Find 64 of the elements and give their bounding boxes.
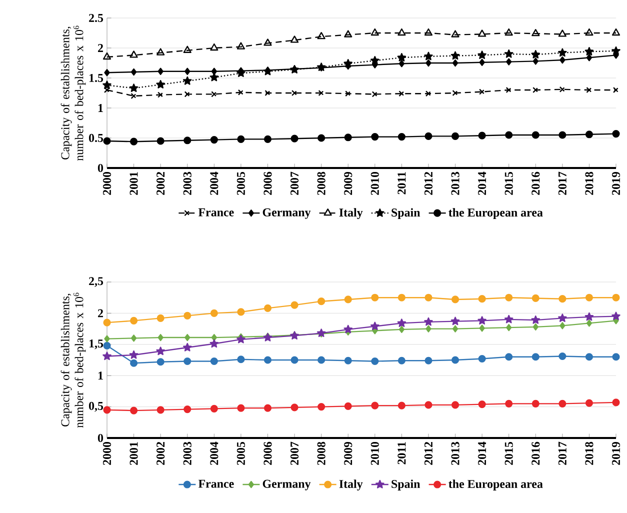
x-tick-label: 2010 (370, 172, 379, 195)
x-tick-label: 2006 (264, 172, 272, 195)
x-tick-label: 2010 (370, 442, 379, 465)
y-tick-label: 2.5 (89, 14, 104, 22)
x-tick-label: 2017 (558, 442, 566, 465)
x-tick-label: 2012 (424, 442, 433, 465)
x-tick-label: 2007 (290, 172, 299, 195)
x-tick-label: 2001 (130, 442, 138, 465)
x-tick-label: 2005 (236, 172, 245, 195)
x-tick-label: 2019 (612, 172, 620, 195)
x-tick-label: 2003 (183, 172, 192, 195)
x-tick-label: 2005 (236, 442, 245, 465)
legend-label: the European area (448, 480, 543, 490)
x-tick-label: 2004 (210, 172, 218, 195)
y-tick-label: 1.5 (89, 74, 104, 82)
x-tick-label: 2007 (290, 442, 299, 465)
x-tick-label: 2008 (317, 442, 326, 465)
x-tick-label: 2019 (612, 442, 620, 465)
y-tick-label: 0 (98, 164, 104, 172)
y-tick-label: 2 (98, 309, 103, 318)
x-tick-label: 2003 (183, 442, 192, 465)
legend-label: Spain (392, 208, 420, 220)
legend-label: Germany (262, 208, 311, 219)
x-tick-label: 2009 (344, 172, 352, 195)
x-tick-label: 2002 (156, 172, 165, 195)
x-tick-label: 2002 (156, 442, 165, 465)
x-tick-label: 2001 (130, 172, 138, 195)
x-tick-label: 2004 (210, 442, 218, 465)
y-tick-label: 1 (98, 372, 103, 380)
y-tick-label: 2 (98, 44, 103, 52)
y-tick-label: 2,5 (89, 277, 104, 287)
x-tick-label: 2014 (478, 172, 486, 195)
x-tick-label: 2018 (585, 172, 594, 195)
legend-label: France (198, 480, 234, 488)
y-tick-label: 1 (98, 104, 103, 112)
x-tick-label: 2018 (585, 442, 594, 465)
x-tick-label: 2016 (532, 442, 540, 465)
legend-label: Italy (339, 480, 363, 490)
x-tick-label: 2014 (478, 442, 486, 465)
legend-label: Italy (339, 208, 363, 220)
x-tick-label: 2000 (102, 442, 112, 465)
y-axis-title: Capacity of establishments, number of bed-places x 10$^{6}$ (60, 26, 86, 161)
x-tick-label: 2012 (424, 172, 433, 195)
legend-label: Germany (262, 480, 311, 490)
y-tick-label: 0,5 (88, 402, 104, 412)
y-tick-label: 1,5 (89, 340, 104, 350)
x-tick-label: 2000 (102, 172, 112, 195)
x-tick-label: 2009 (344, 442, 352, 465)
y-tick-label: 0.5 (88, 134, 104, 142)
x-tick-label: 2017 (558, 172, 566, 195)
legend-label: France (198, 208, 234, 216)
x-tick-label: 2015 (504, 172, 513, 195)
legend-label: Spain (392, 480, 420, 490)
x-tick-label: 2016 (532, 172, 540, 195)
x-tick-label: 2011 (398, 442, 406, 464)
y-tick-label: 0 (98, 434, 104, 442)
x-tick-label: 2013 (451, 172, 460, 195)
x-tick-label: 2008 (317, 172, 326, 195)
legend-label: the European area (448, 208, 543, 220)
x-tick-label: 2013 (451, 442, 460, 465)
y-axis-title: Capacity of establishments, number of bed-places x 10$^{6}$ (60, 292, 86, 428)
x-tick-label: 2006 (264, 442, 272, 465)
x-tick-label: 2015 (504, 442, 513, 465)
x-tick-label: 2011 (398, 172, 406, 194)
